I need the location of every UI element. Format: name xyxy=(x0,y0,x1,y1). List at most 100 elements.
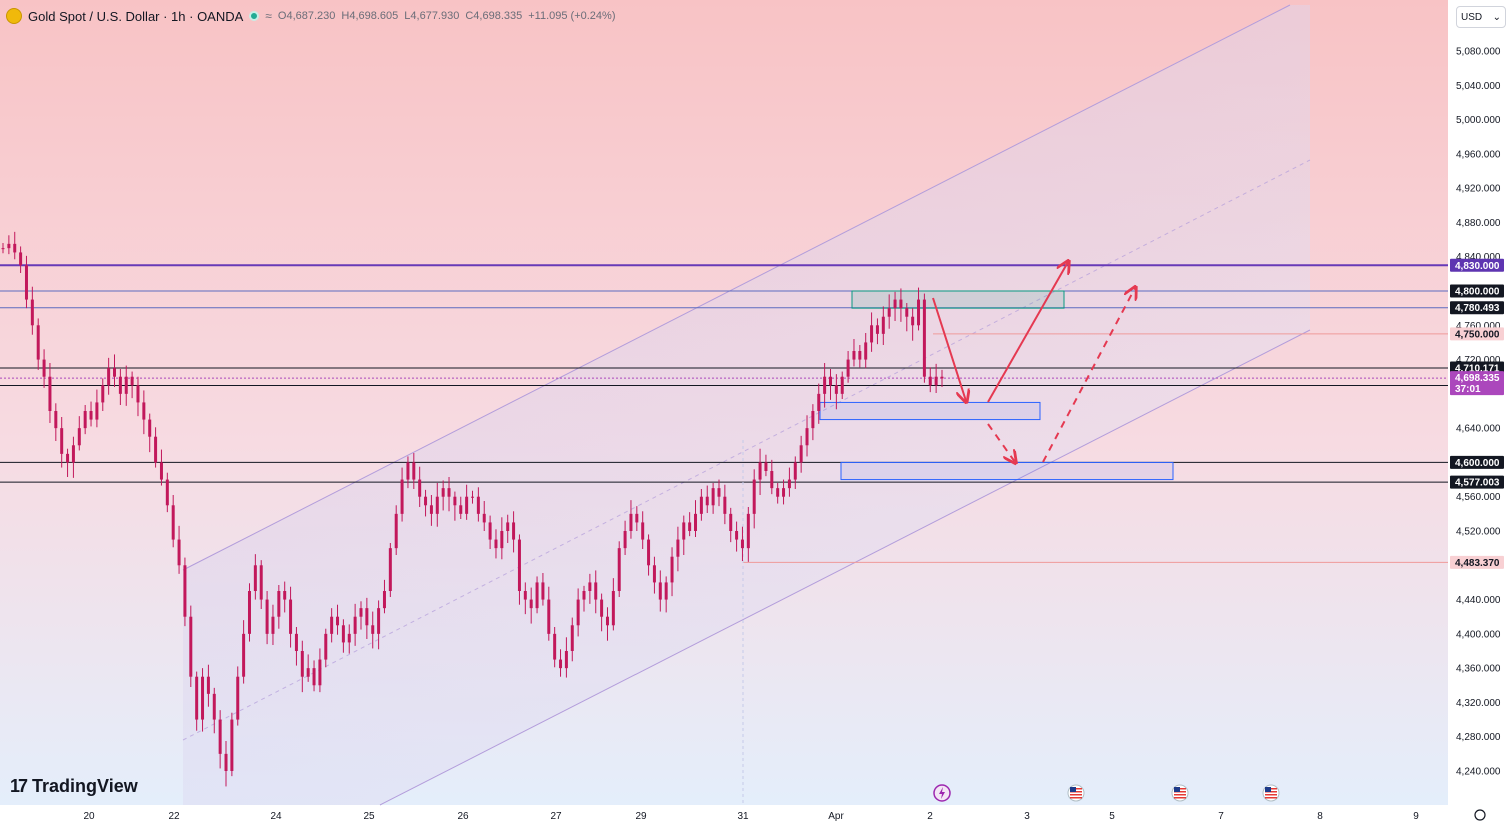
time-tick-label: 27 xyxy=(550,811,562,822)
ascending-channel[interactable] xyxy=(182,4,1311,806)
candle-body xyxy=(823,376,827,394)
candle-body xyxy=(42,359,46,377)
price-tag xyxy=(1450,455,1504,469)
flag-stripe xyxy=(1070,797,1082,799)
symbol-title[interactable]: Gold Spot / U.S. Dollar · 1h · OANDA xyxy=(28,8,244,24)
high-value: 4,698.605 xyxy=(349,10,399,22)
currency-select[interactable]: USD ⌄ xyxy=(1456,6,1506,28)
symbol-header: Gold Spot / U.S. Dollar · 1h · OANDA ≈ O… xyxy=(6,6,615,26)
candle-body xyxy=(799,445,803,463)
candle-body xyxy=(647,539,651,566)
price-tag-label: 4,710.171 xyxy=(1455,363,1500,374)
candle-body xyxy=(517,539,521,591)
candle-body xyxy=(564,651,568,669)
candle-body xyxy=(206,676,210,694)
price-tag xyxy=(1450,284,1504,298)
candle-body xyxy=(652,565,656,583)
candle-body xyxy=(300,651,304,677)
price-tick-label: 4,560.000 xyxy=(1456,492,1501,503)
candle-body xyxy=(682,522,686,540)
current-price-tag xyxy=(1450,371,1504,396)
price-axis-background xyxy=(1448,0,1512,828)
price-axis[interactable]: 5,080.000 5,040.000 5,000.000 4,960.000 4,92… xyxy=(1456,47,1501,778)
candle-body xyxy=(928,376,932,386)
candle-body xyxy=(699,496,703,514)
price-tag-label: 4,600.000 xyxy=(1455,458,1500,469)
time-tick-label: 5 xyxy=(1109,811,1115,822)
candle-body xyxy=(840,376,844,394)
candle-body xyxy=(441,488,445,497)
candle-body xyxy=(159,462,163,480)
channel-fill xyxy=(183,5,1310,805)
price-tick-label: 5,080.000 xyxy=(1456,47,1501,58)
candle-body xyxy=(453,496,457,506)
candle-body xyxy=(177,539,181,566)
price-tick-label: 4,640.000 xyxy=(1456,424,1501,435)
projection-arrows xyxy=(932,262,1135,462)
candle-body xyxy=(917,299,921,326)
channel-lower-line[interactable] xyxy=(379,329,1311,806)
us-flag-event-icon[interactable] xyxy=(1067,784,1085,802)
candle-body xyxy=(101,385,105,403)
price-tag xyxy=(1450,475,1504,489)
candle-body xyxy=(242,633,246,677)
candle-body xyxy=(635,513,639,523)
candle-body xyxy=(899,299,903,309)
candle-body xyxy=(694,513,698,531)
time-tick-label: 24 xyxy=(270,811,282,822)
candle-body xyxy=(142,402,146,420)
candle-body xyxy=(735,531,739,540)
candle-body xyxy=(306,668,310,677)
candle-body xyxy=(224,753,228,771)
candle-body xyxy=(95,402,99,420)
candle-body xyxy=(195,676,199,720)
candle-body xyxy=(230,719,234,771)
candle-body xyxy=(30,299,34,326)
tradingview-brand[interactable]: 17 TradingView xyxy=(10,776,138,797)
flag-canton xyxy=(1070,787,1076,792)
candle-body xyxy=(400,479,404,514)
candle-body xyxy=(259,565,263,600)
event-markers[interactable] xyxy=(933,784,1280,802)
price-tag xyxy=(1450,555,1504,569)
us-flag-event-icon[interactable] xyxy=(1262,784,1280,802)
price-tag-label: 4,750.000 xyxy=(1455,329,1500,340)
candle-body xyxy=(13,243,17,253)
price-tick-label: 5,040.000 xyxy=(1456,81,1501,92)
horizontal-levels xyxy=(0,264,1448,805)
flag-canton xyxy=(1265,787,1271,792)
candle-body xyxy=(36,325,40,360)
time-tick-label: 2 xyxy=(927,811,933,822)
candle-body xyxy=(723,496,727,514)
candle-body xyxy=(118,376,122,394)
flag-stripe xyxy=(1174,794,1186,796)
time-axis[interactable]: 20 22 24 25 26 27 29 31 Apr 2 3 5 7 8 9 xyxy=(83,809,1486,822)
candle-body xyxy=(330,616,334,634)
open-label: O xyxy=(277,10,287,22)
time-tick-label: 9 xyxy=(1413,811,1419,822)
time-tick-label: 22 xyxy=(168,811,180,822)
current-price-label: 4,698.335 xyxy=(1455,373,1500,384)
lightning-event-icon[interactable] xyxy=(933,784,951,802)
candle-body xyxy=(435,496,439,514)
settings-icon[interactable] xyxy=(1474,809,1486,821)
channel-upper-line[interactable] xyxy=(182,4,1291,571)
candle-body xyxy=(576,599,580,626)
candle-body xyxy=(7,243,11,249)
candle-body xyxy=(265,599,269,634)
candle-body xyxy=(940,376,944,379)
candle-body xyxy=(887,308,891,317)
price-tick-label: 4,440.000 xyxy=(1456,595,1501,606)
candle-body xyxy=(359,608,363,617)
candle-body xyxy=(805,428,809,446)
candle-body xyxy=(594,582,598,600)
price-tag xyxy=(1450,327,1504,341)
us-flag-event-icon[interactable] xyxy=(1171,784,1189,802)
time-tick-label: 3 xyxy=(1024,811,1030,822)
price-tick-label: 4,920.000 xyxy=(1456,184,1501,195)
time-tick-label: 25 xyxy=(363,811,375,822)
candle-body xyxy=(893,299,897,309)
candle-body xyxy=(77,428,81,446)
candle-body xyxy=(535,582,539,609)
